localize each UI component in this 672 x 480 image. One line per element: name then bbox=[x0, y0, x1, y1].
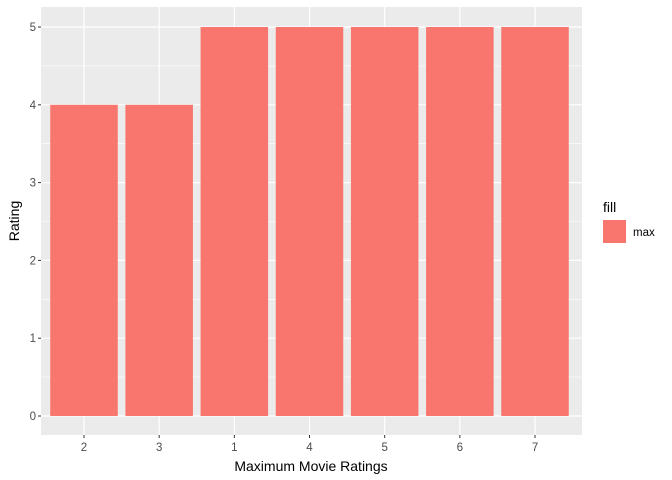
y-tick-label: 3 bbox=[30, 178, 36, 190]
y-tick-label: 4 bbox=[30, 100, 37, 112]
y-tick-label: 5 bbox=[30, 22, 36, 34]
bar-3 bbox=[125, 104, 193, 417]
x-axis: 2 3 1 4 5 6 7 bbox=[81, 435, 538, 454]
y-tick-label: 2 bbox=[30, 255, 36, 267]
x-tick-label: 5 bbox=[381, 442, 387, 454]
y-axis: 0 1 2 3 4 5 bbox=[30, 22, 41, 423]
bar-6 bbox=[426, 27, 494, 416]
x-tick-label: 6 bbox=[457, 442, 463, 454]
bar-2 bbox=[50, 104, 118, 417]
x-tick-label: 1 bbox=[231, 442, 237, 454]
bars bbox=[50, 27, 569, 417]
legend-title: fill bbox=[603, 199, 616, 215]
legend-key-max bbox=[603, 220, 626, 243]
y-axis-title: Rating bbox=[6, 201, 22, 241]
legend: fill max bbox=[603, 199, 655, 243]
bar-1 bbox=[200, 27, 269, 416]
bar-4 bbox=[275, 27, 344, 416]
y-tick-label: 0 bbox=[30, 411, 36, 423]
x-tick-label: 7 bbox=[532, 442, 538, 454]
x-tick-label: 2 bbox=[81, 442, 87, 454]
legend-label-max: max bbox=[633, 227, 655, 239]
bar-7 bbox=[501, 27, 569, 416]
x-axis-title: Maximum Movie Ratings bbox=[234, 458, 387, 474]
x-tick-label: 4 bbox=[306, 442, 313, 454]
bar-5 bbox=[350, 27, 419, 416]
y-tick-label: 1 bbox=[30, 333, 36, 345]
x-tick-label: 3 bbox=[156, 442, 162, 454]
